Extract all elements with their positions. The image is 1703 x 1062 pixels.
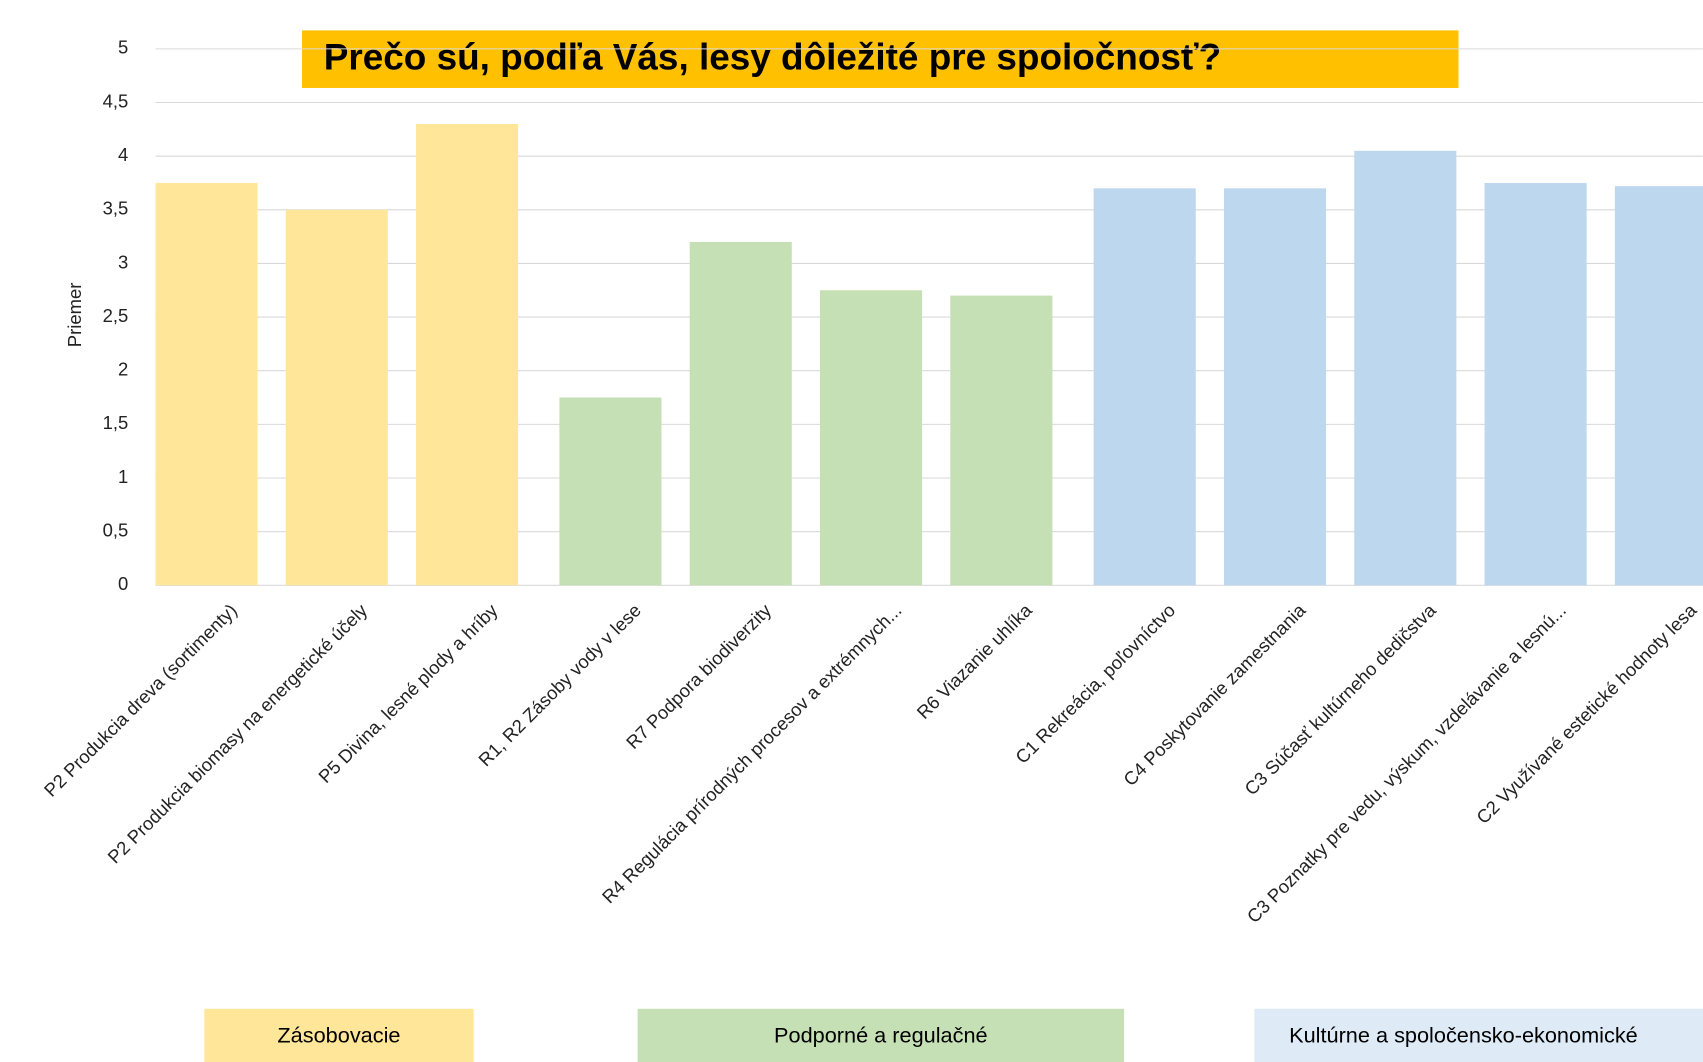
y-axis-title: Priemer: [64, 283, 85, 348]
x-tick-label: R1, R2 Zásoby vody v lese: [474, 600, 645, 771]
legend-box: [637, 1008, 1125, 1062]
bar: [155, 182, 258, 586]
legend-label: Kultúrne a spoločensko-ekonomické: [1289, 1023, 1638, 1048]
chart-title: Prečo sú, podľa Vás, lesy dôležité pre s…: [324, 36, 1221, 77]
x-tick-label: R6 Viazanie uhlíka: [912, 599, 1036, 723]
bar: [285, 209, 388, 586]
x-tick-label: P2 Produkcia biomasy na energetické účel…: [103, 599, 372, 868]
y-tick-label: 4,5: [103, 90, 129, 111]
bar: [689, 241, 792, 586]
bar: [416, 123, 519, 586]
title-box: [302, 30, 1459, 88]
y-tick-label: 4: [118, 144, 128, 165]
y-tick-label: 3,5: [103, 198, 129, 219]
bar: [820, 290, 923, 586]
legend-box: [204, 1008, 474, 1062]
y-tick-label: 1: [118, 466, 128, 487]
bar: [1614, 186, 1703, 586]
y-tick-label: 5: [118, 37, 128, 58]
bar: [1484, 182, 1587, 586]
bar: [1093, 188, 1196, 586]
x-tick-label: R7 Podpora biodiverzity: [622, 599, 776, 753]
legend-box: [1254, 1008, 1703, 1062]
y-tick-label: 0: [118, 573, 128, 594]
bar: [1354, 150, 1457, 586]
y-tick-label: 2,5: [103, 305, 129, 326]
y-tick-label: 2: [118, 359, 128, 380]
bar: [559, 397, 662, 586]
legend-label: Podporné a regulačné: [774, 1023, 988, 1048]
y-tick-label: 1,5: [103, 412, 129, 433]
x-tick-label: C2 Využívané estetické hodnoty lesa: [1472, 599, 1701, 828]
y-tick-label: 3: [118, 251, 128, 272]
y-tick-label: 0,5: [103, 520, 129, 541]
bar: [1223, 188, 1327, 586]
x-tick-label: R4 Regulácia prírodných procesov a extré…: [598, 600, 906, 908]
bar: [950, 295, 1053, 586]
legend-label: Zásobovacie: [277, 1023, 400, 1048]
